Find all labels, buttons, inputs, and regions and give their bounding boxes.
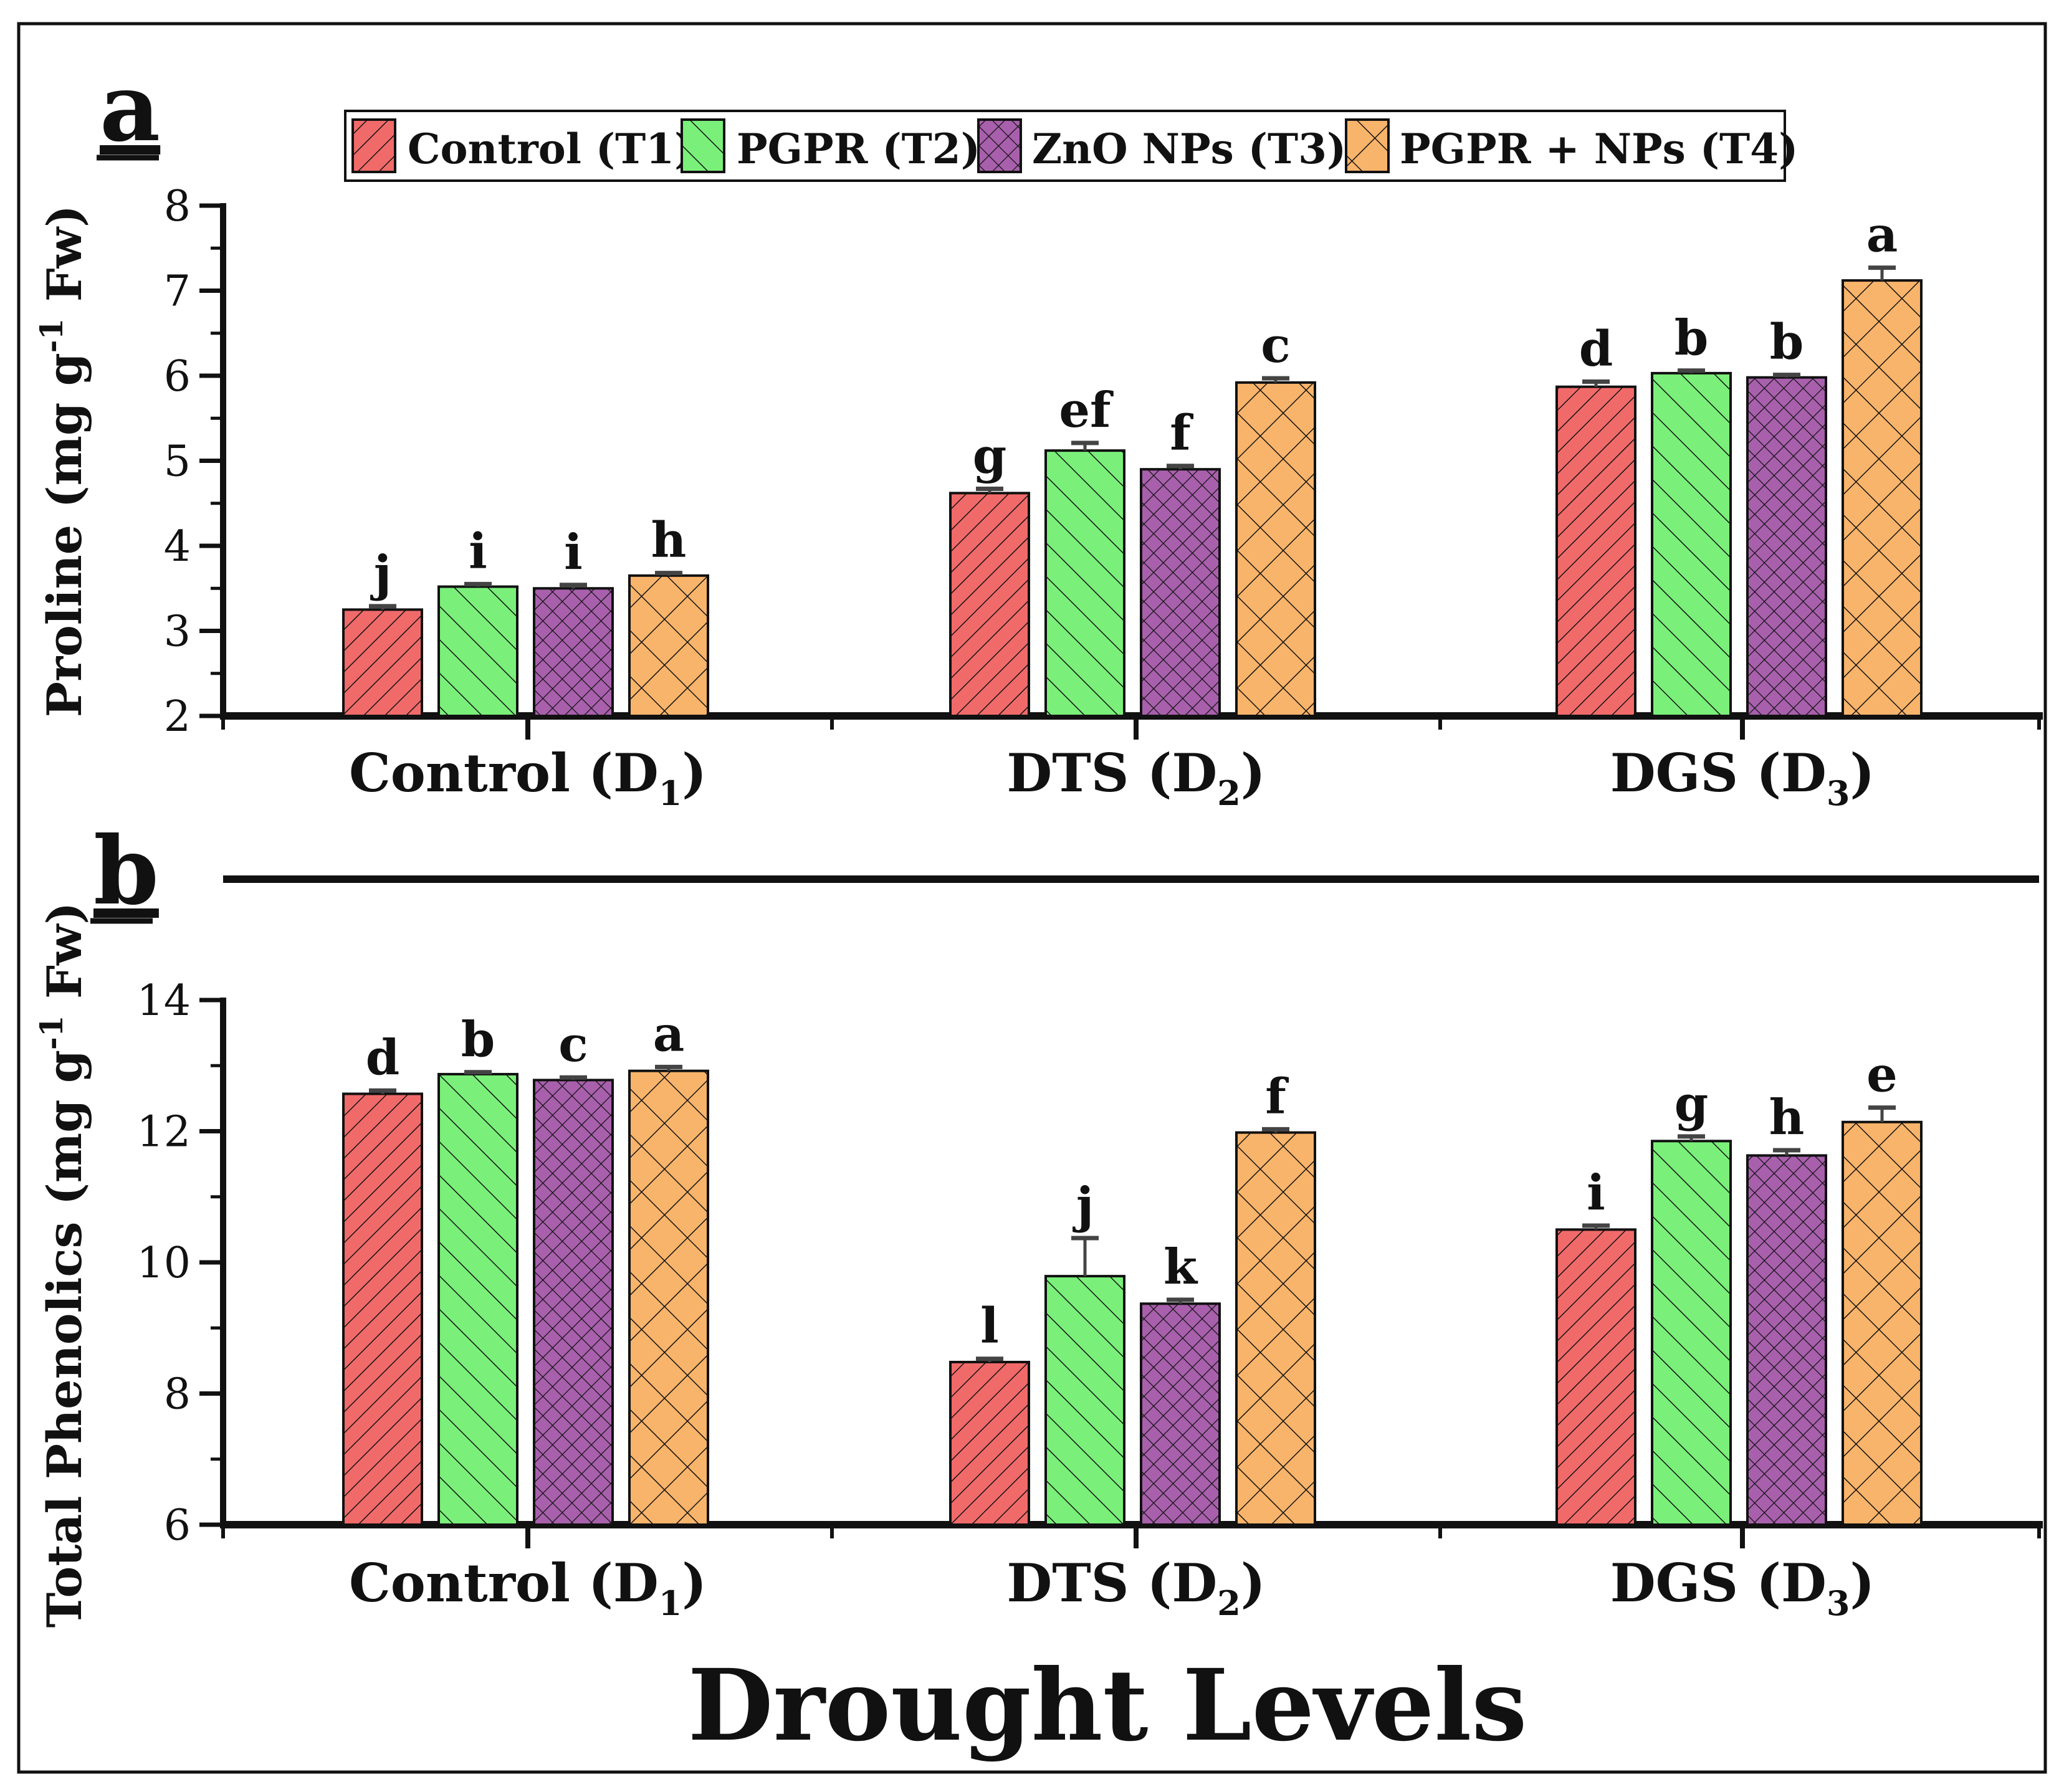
bar-b-t4-d2 [1235,1131,1316,1526]
significance-letter: c [558,1016,588,1073]
y-tick-label: 7 [164,267,191,317]
bar-b-t2-d3 [1651,1140,1732,1526]
y-tick-label: 12 [136,1108,191,1157]
significance-letter: b [1770,314,1804,371]
significance-letter: i [469,523,487,579]
bar-a-t1-d2 [949,492,1030,717]
category-label-2: DTS (D2) [1006,1552,1265,1623]
significance-letter: a [1866,207,1898,264]
bar-b-t4-d3 [1842,1120,1923,1526]
legend-entry-t4: PGPR + NPs (T4) [1345,118,1798,173]
significance-letter: a [653,1006,685,1062]
y-tick-label: 8 [164,1370,191,1419]
bar-b-t2-d2 [1044,1275,1125,1527]
bar-a-t2-d3 [1651,371,1732,717]
bar-b-t1-d2 [949,1360,1030,1526]
y-axis-title: Proline (mg g-1 Fw) [33,205,92,717]
y-tick-label: 4 [164,522,191,571]
bar-a-t3-d1 [533,587,614,717]
significance-letter: d [366,1029,400,1086]
legend: Control (T1) PGPR (T2) ZnO NPs (T3) PGPR… [344,110,1798,182]
y-tick-label: 6 [164,352,191,401]
significance-letter: d [1579,321,1613,378]
y-axis-title: Total Phenolics (mg g-1 Fw) [33,902,92,1628]
bar-b-t1-d3 [1555,1228,1636,1526]
legend-swatch-t4 [1345,118,1390,173]
bar-a-t3-d2 [1140,468,1221,718]
significance-letter: i [564,524,583,581]
significance-letter: j [370,545,391,602]
y-tick-label: 10 [136,1239,191,1288]
significance-letter: e [1866,1047,1898,1103]
significance-letter: b [461,1011,495,1068]
legend-frame [344,110,1786,182]
legend-swatch-t2 [681,118,725,173]
legend-label-t3: ZnO NPs (T3) [1032,125,1346,173]
x-axis-main-title: Drought Levels [688,1648,1527,1763]
significance-letter: h [651,512,687,569]
bar-a-t4-d2 [1235,381,1316,717]
legend-label-t4: PGPR + NPs (T4) [1400,125,1798,173]
figure-frame [17,22,2047,1774]
significance-letter: g [973,428,1007,485]
significance-letter: j [1073,1177,1094,1234]
significance-letter: h [1769,1089,1805,1146]
significance-letter: f [1170,405,1193,462]
bar-b-t3-d3 [1746,1154,1827,1526]
bar-b-t2-d1 [437,1072,518,1526]
y-tick-label: 5 [164,437,191,487]
significance-letter: f [1265,1068,1289,1125]
significance-letter: ef [1059,382,1114,439]
bar-a-t4-d3 [1842,279,1923,717]
significance-letter: b [1675,310,1709,366]
bar-a-t4-d1 [628,574,709,718]
y-tick-label: 8 [164,182,191,231]
bar-a-t1-d1 [342,608,423,717]
category-label-1: Control (D1) [349,1552,707,1623]
category-label-1: Control (D1) [349,742,707,813]
bar-a-t1-d3 [1555,385,1636,717]
legend-swatch-t3 [977,118,1022,173]
bar-b-t3-d1 [533,1079,614,1526]
y-tick-label: 6 [164,1501,191,1550]
bar-a-t3-d3 [1746,376,1827,717]
y-tick-label: 3 [164,608,191,657]
significance-letter: i [1587,1165,1605,1221]
category-label-3: DGS (D3) [1610,742,1875,813]
significance-letter: k [1163,1239,1198,1295]
significance-letter: c [1261,317,1291,374]
legend-entry-t3: ZnO NPs (T3) [977,118,1346,173]
panel-label-b: b [93,816,159,926]
legend-entry-t1: Control (T1) [351,118,694,173]
y-tick-label: 14 [136,976,191,1026]
y-tick-label: 2 [164,692,191,741]
bar-a-t2-d1 [437,585,518,718]
legend-entry-t2: PGPR (T2) [681,118,980,173]
legend-label-t1: Control (T1) [408,125,694,173]
category-label-3: DGS (D3) [1610,1552,1875,1623]
legend-label-t2: PGPR (T2) [737,125,980,173]
bar-b-t4-d1 [628,1069,709,1527]
bar-b-t3-d2 [1140,1302,1221,1527]
bar-a-t2-d2 [1044,449,1125,717]
bar-b-t1-d1 [342,1092,423,1526]
category-label-2: DTS (D2) [1006,742,1265,813]
panel-label-a: a [100,53,160,163]
legend-swatch-t1 [351,118,396,173]
significance-letter: l [980,1298,999,1355]
significance-letter: g [1675,1075,1709,1132]
